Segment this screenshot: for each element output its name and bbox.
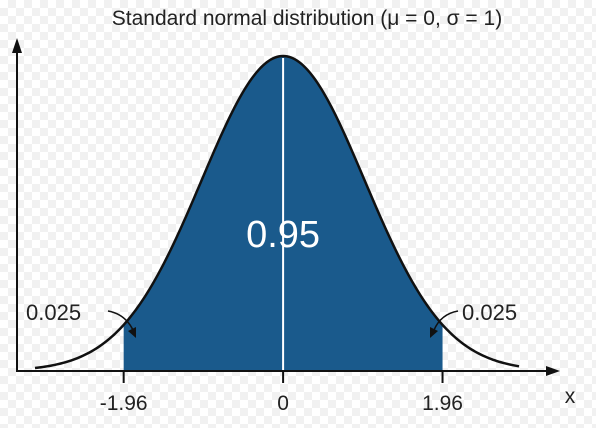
right-tail-arrowhead bbox=[430, 327, 438, 338]
left-tail-arrow bbox=[107, 310, 134, 331]
x-tick-label: 1.96 bbox=[422, 392, 463, 415]
x-ticks: -1.96 0 1.96 bbox=[100, 371, 463, 415]
y-axis-arrow bbox=[12, 38, 22, 53]
density-curve bbox=[34, 54, 520, 370]
right-tail-arrow bbox=[433, 310, 459, 331]
x-tick-label: 0 bbox=[277, 392, 289, 415]
right-tail-label: 0.025 bbox=[462, 300, 517, 325]
center-probability-label: 0.95 bbox=[246, 214, 320, 256]
x-axis-label: x bbox=[565, 385, 576, 408]
chart-title: Standard normal distribution (μ = 0, σ =… bbox=[112, 7, 502, 30]
left-tail-arrowhead bbox=[128, 327, 136, 338]
x-tick-label: -1.96 bbox=[100, 392, 148, 415]
x-axis-arrow bbox=[546, 366, 560, 376]
left-tail-label: 0.025 bbox=[26, 300, 81, 325]
